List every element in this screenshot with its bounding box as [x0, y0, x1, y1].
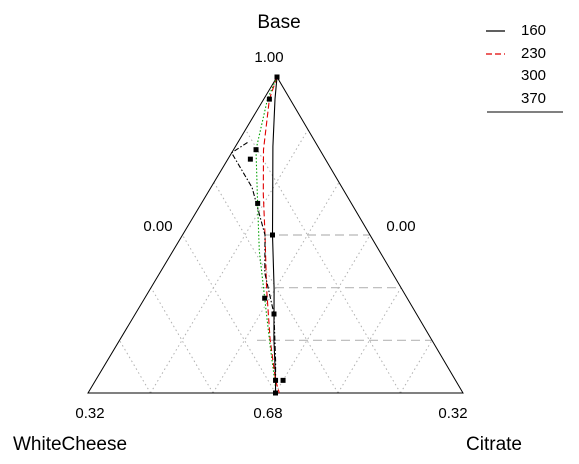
series-marker-230	[266, 96, 272, 102]
legend-label-230: 230	[521, 45, 546, 62]
series-marker-160	[274, 74, 280, 80]
grid-line	[182, 234, 276, 394]
tick-label-bottom-right: 0.32	[438, 405, 467, 422]
series-line-300	[255, 76, 278, 387]
grid-line	[275, 234, 371, 394]
legend-label-370: 370	[521, 90, 546, 107]
grid-line	[245, 129, 401, 394]
series-line-370	[230, 142, 277, 394]
tick-label-left-edge: 0.00	[143, 218, 172, 235]
triangle-border	[87, 76, 464, 394]
series-marker-230	[273, 377, 279, 383]
grid-layer	[119, 129, 433, 394]
series-marker-370	[271, 311, 277, 317]
legend-label-160: 160	[521, 22, 546, 39]
series-marker-300	[255, 200, 261, 206]
tick-label-right-edge: 0.00	[386, 218, 415, 235]
series-marker-160	[270, 232, 275, 238]
vertex-label-top: Base	[257, 12, 300, 33]
series-marker-370	[280, 377, 286, 383]
series-marker-370	[247, 156, 253, 162]
marker-layer	[247, 74, 286, 396]
series-marker-160	[273, 390, 278, 396]
series-marker-300	[262, 295, 268, 301]
tick-label-bottom-mid: 0.68	[253, 405, 282, 422]
triangle-outline	[87, 76, 464, 394]
tick-label-top-vertex: 1.00	[254, 49, 283, 66]
vertex-label-bottom-right: Citrate	[466, 434, 522, 455]
grid-line	[150, 129, 309, 394]
legend: 160 230 300 370	[486, 22, 563, 113]
legend-label-300: 300	[521, 67, 546, 84]
grid-line	[400, 340, 433, 394]
series-marker-300	[253, 147, 259, 153]
series-line-230	[262, 76, 280, 394]
tick-label-bottom-left: 0.32	[75, 405, 104, 422]
grid-line	[119, 340, 151, 394]
vertex-label-bottom-left: WhiteCheese	[13, 434, 127, 455]
